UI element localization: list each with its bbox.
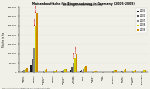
Bar — [142, 71, 143, 72]
Bar — [133, 71, 135, 72]
Bar — [122, 71, 123, 72]
Bar — [35, 26, 36, 72]
Bar — [94, 71, 95, 72]
Bar — [53, 71, 54, 72]
Bar — [25, 69, 26, 72]
Bar — [66, 69, 67, 72]
Bar — [82, 69, 84, 72]
Bar — [46, 69, 47, 72]
Text: 75,000: 75,000 — [74, 51, 75, 58]
Bar — [32, 59, 33, 72]
Bar — [36, 13, 38, 72]
Bar — [61, 71, 63, 72]
Y-axis label: Fläche in ha: Fläche in ha — [2, 32, 6, 47]
Bar — [43, 71, 44, 72]
Bar — [33, 48, 34, 72]
Bar — [123, 70, 125, 72]
Bar — [81, 70, 82, 72]
Bar — [95, 71, 97, 72]
Bar — [115, 70, 117, 72]
Bar — [84, 67, 85, 72]
Bar — [22, 71, 23, 72]
Bar — [56, 70, 57, 72]
Bar — [125, 69, 126, 72]
Bar — [132, 71, 133, 72]
Bar — [73, 63, 74, 72]
Bar — [23, 70, 25, 72]
Bar — [85, 66, 87, 72]
Bar — [112, 71, 114, 72]
Text: 100,000: 100,000 — [76, 45, 77, 53]
Text: 250,847: 250,847 — [35, 17, 36, 25]
Bar — [121, 71, 122, 72]
Bar — [71, 67, 73, 72]
Bar — [135, 70, 136, 72]
Bar — [143, 70, 145, 72]
Bar — [76, 54, 77, 72]
Bar — [30, 65, 32, 72]
Title: Maisanbaufläche für Biogasnutzung in Germany (2005-2009): Maisanbaufläche für Biogasnutzung in Ger… — [32, 2, 135, 6]
Text: 320,114: 320,114 — [36, 4, 37, 12]
Bar — [45, 70, 46, 72]
Bar — [54, 71, 56, 72]
Legend: 2005, 2006, 2007, 2008, 2009: 2005, 2006, 2007, 2008, 2009 — [136, 8, 147, 33]
Bar — [80, 71, 81, 72]
Bar — [74, 58, 76, 72]
Bar — [114, 70, 115, 72]
Bar — [70, 70, 71, 72]
Bar — [145, 70, 146, 72]
Bar — [63, 70, 64, 72]
Text: sorted by German states (in ha): sorted by German states (in ha) — [63, 2, 103, 6]
Bar — [64, 70, 66, 72]
Text: Quellen: Statistisches Bundesamt; FNR 2010; eigene Berechnungen: Quellen: Statistisches Bundesamt; FNR 20… — [2, 87, 49, 89]
Bar — [26, 68, 28, 72]
